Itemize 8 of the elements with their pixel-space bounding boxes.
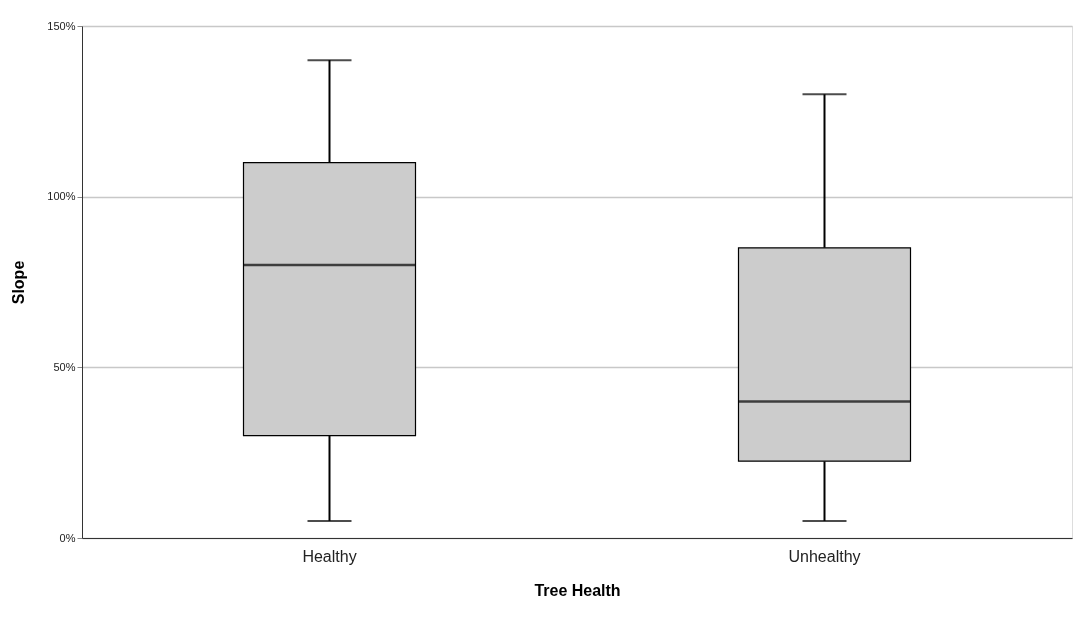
y-tick-label: 0%: [59, 531, 76, 544]
x-tick-label: Healthy: [302, 547, 357, 565]
y-tick-label: 100%: [47, 190, 76, 203]
y-tick-label: 50%: [53, 360, 76, 373]
x-tick-label: Unhealthy: [788, 547, 861, 565]
x-axis-title: Tree Health: [534, 581, 621, 599]
y-tick-label: 150%: [47, 19, 76, 32]
y-axis-title: Slope: [10, 260, 28, 305]
